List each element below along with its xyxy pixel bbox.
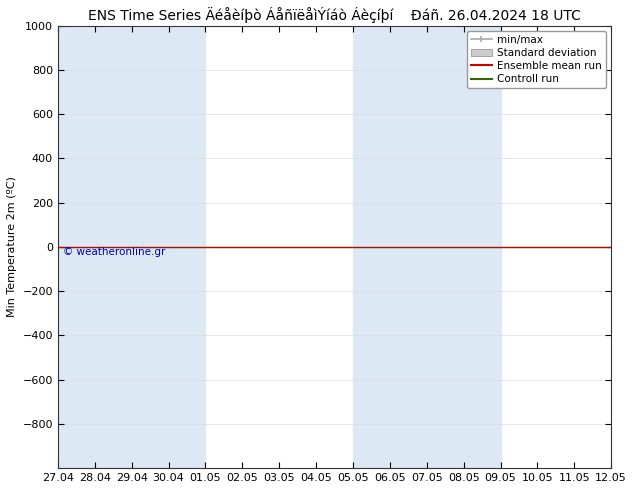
Bar [427,25,500,468]
Bar [353,25,427,468]
Legend: min/max, Standard deviation, Ensemble mean run, Controll run: min/max, Standard deviation, Ensemble me… [467,31,606,88]
Bar [132,25,205,468]
Bar [58,25,132,468]
Title: ENS Time Series Äéåèíþò ÁåñïëåìÝíáò Áèçíþí    Đáñ. 26.04.2024 18 UTC: ENS Time Series Äéåèíþò ÁåñïëåìÝíáò Áèçí… [88,7,581,23]
Text: © weatheronline.gr: © weatheronline.gr [63,247,165,257]
Y-axis label: Min Temperature 2m (ºC): Min Temperature 2m (ºC) [7,176,17,318]
